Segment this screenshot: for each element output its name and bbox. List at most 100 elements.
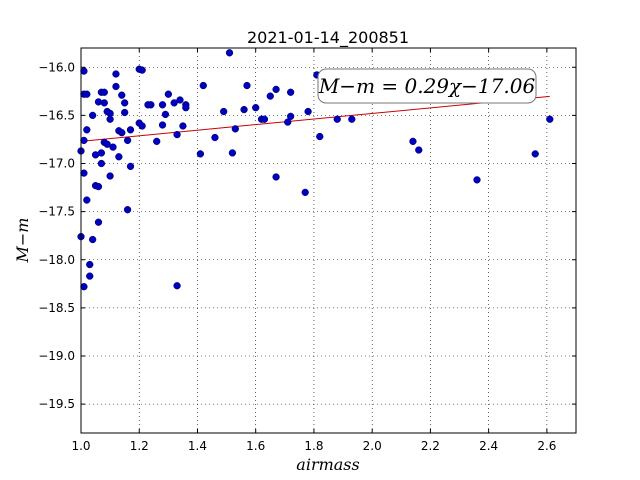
data-point: [118, 129, 126, 137]
data-point: [409, 137, 417, 146]
data-point: [86, 272, 94, 280]
grid: [80, 48, 576, 433]
data-point: [531, 150, 539, 158]
data-point: [161, 110, 170, 119]
data-point: [301, 188, 309, 197]
x-tick-label: 1.8: [304, 439, 323, 453]
data-point: [97, 159, 106, 168]
x-axis-label: airmass: [296, 455, 359, 474]
data-point: [83, 90, 91, 98]
data-point: [88, 111, 97, 120]
data-point: [272, 85, 280, 94]
y-axis-label: M−m: [13, 218, 32, 264]
data-point: [153, 137, 161, 146]
data-point: [121, 99, 129, 107]
data-point: [260, 115, 269, 123]
y-tick-label: −16.5: [38, 108, 75, 122]
x-tick-label: 1.0: [71, 439, 90, 453]
y-tick-label: −19.0: [38, 349, 75, 363]
x-tick-label: 2.0: [363, 439, 382, 453]
data-point: [94, 218, 103, 226]
data-point: [80, 283, 88, 291]
data-point: [272, 173, 280, 181]
data-point: [170, 99, 178, 107]
data-point: [240, 105, 248, 114]
data-point: [252, 104, 260, 112]
data-point: [83, 126, 91, 134]
data-point: [126, 126, 135, 134]
data-point: [220, 107, 228, 116]
x-tick-label: 1.2: [130, 439, 149, 453]
data-point: [138, 122, 146, 130]
data-point: [304, 107, 312, 116]
x-tick-label: 2.2: [421, 439, 440, 453]
data-point: [80, 67, 88, 75]
data-point: [118, 91, 126, 99]
data-point: [266, 92, 274, 100]
data-point: [173, 130, 181, 139]
data-point: [243, 81, 251, 90]
data-point: [333, 115, 341, 123]
data-point: [138, 66, 146, 74]
data-point: [546, 115, 554, 123]
data-point: [415, 146, 423, 154]
data-point: [158, 101, 167, 109]
data-point: [112, 82, 120, 91]
x-tick-label: 1.4: [188, 439, 207, 453]
data-point: [473, 176, 481, 184]
data-point: [88, 235, 97, 244]
data-point: [106, 115, 114, 123]
data-point: [123, 136, 132, 145]
data-point: [83, 196, 91, 204]
x-ticks: 1.0 1.2 1.4 1.6 1.8 2.0 2.2 2.4 2.6: [71, 48, 556, 453]
data-point: [112, 70, 120, 78]
x-tick-label: 2.6: [537, 439, 556, 453]
data-point: [100, 88, 108, 96]
data-point: [182, 104, 190, 112]
data-point: [199, 81, 207, 90]
data-point: [158, 121, 167, 129]
data-point: [228, 149, 237, 157]
y-tick-label: −17.5: [38, 205, 75, 219]
plot-area: [81, 48, 576, 433]
data-point: [121, 108, 129, 117]
data-point: [225, 49, 234, 57]
data-point: [123, 206, 132, 214]
data-points: [77, 49, 554, 291]
annotation-text: M−m = 0.29χ−17.06: [318, 74, 536, 98]
data-point: [103, 140, 111, 148]
data-point: [284, 118, 292, 126]
x-tick-label: 1.6: [246, 439, 265, 453]
data-point: [348, 115, 356, 123]
data-point: [286, 112, 295, 120]
x-tick-label: 2.4: [479, 439, 498, 453]
data-point: [86, 260, 94, 269]
y-ticks: −16.0 −16.5 −17.0 −17.5 −18.0 −18.5 −19.0 −19.5: [38, 60, 576, 411]
chart-title: 2021-01-14_200851: [247, 28, 409, 48]
data-point: [286, 88, 295, 96]
plot-frame: [80, 47, 577, 434]
data-point: [173, 282, 181, 290]
fit-line: [80, 95, 550, 142]
y-tick-label: −18.0: [38, 253, 75, 267]
data-point: [176, 96, 184, 104]
data-point: [80, 136, 88, 145]
y-tick-label: −17.0: [38, 157, 75, 171]
y-tick-label: −19.5: [38, 397, 75, 411]
data-point: [80, 169, 88, 177]
fit-line-group: [80, 95, 550, 142]
data-point: [126, 162, 135, 171]
fit-annotation: M−m = 0.29χ−17.06: [317, 68, 537, 104]
data-point: [97, 149, 106, 157]
data-point: [316, 132, 324, 141]
data-point: [106, 172, 114, 180]
y-tick-label: −16.0: [38, 60, 75, 74]
data-point: [231, 125, 239, 133]
data-point: [196, 150, 205, 158]
data-point: [109, 143, 117, 151]
data-point: [211, 133, 219, 142]
data-point: [115, 153, 123, 161]
data-point: [147, 101, 155, 109]
data-point: [179, 122, 187, 130]
